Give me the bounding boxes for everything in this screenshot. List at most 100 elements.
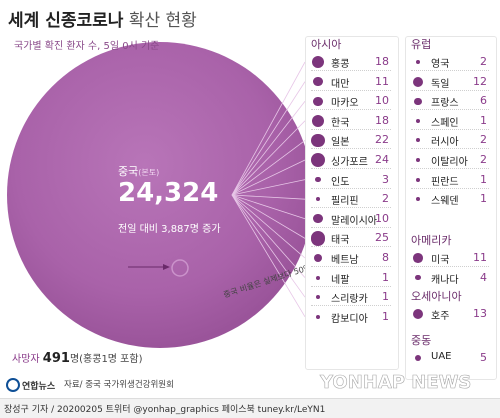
country-row-호주: 호주 13	[405, 306, 495, 322]
deaths-count: 491	[42, 351, 70, 366]
country-count: 12	[473, 74, 487, 88]
country-count: 11	[375, 74, 389, 88]
row-divider	[311, 70, 391, 71]
country-row-한국: 한국 18	[305, 113, 397, 130]
country-count: 1	[480, 172, 487, 186]
country-bubble	[415, 157, 421, 163]
country-bubble	[313, 76, 323, 87]
row-divider	[311, 148, 391, 150]
row-divider	[311, 285, 391, 287]
country-bubble	[416, 177, 420, 182]
country-row-일본: 일본 22	[305, 132, 397, 150]
country-bubble	[415, 274, 421, 281]
connector-line	[231, 159, 306, 196]
yonhap-logo: 연합뉴스	[6, 378, 55, 392]
region-title-오세아니아: 오세아니아	[411, 290, 462, 303]
country-count: 10	[375, 94, 389, 108]
country-bubble	[414, 97, 422, 105]
logo-text: 연합뉴스	[22, 382, 56, 392]
country-bubble	[412, 308, 424, 320]
connector-line	[231, 81, 306, 196]
country-bubble	[311, 114, 325, 127]
country-count: 24	[375, 153, 389, 166]
country-name: 말레이시아	[331, 215, 377, 227]
country-row-마카오: 마카오 10	[305, 93, 397, 111]
deaths-label: 사망자	[12, 354, 40, 365]
country-row-네팔: 네팔 1	[305, 270, 397, 287]
country-name: 프랑스	[431, 98, 459, 110]
row-divider	[411, 187, 489, 189]
country-row-스페인: 스페인 1	[405, 113, 495, 130]
title-main: 세계 신종코로나	[8, 11, 124, 31]
country-bubble	[313, 253, 323, 263]
country-row-홍콩: 홍콩 18	[305, 54, 397, 71]
country-bubble	[313, 214, 323, 224]
row-divider	[311, 89, 391, 91]
row-divider	[311, 207, 391, 209]
country-bubble	[413, 253, 423, 263]
country-name: 태국	[331, 235, 350, 247]
country-bubble	[315, 177, 321, 183]
country-row-독일: 독일 12	[405, 74, 495, 91]
row-divider	[311, 168, 391, 169]
connector-line	[231, 194, 306, 200]
country-count: 2	[480, 153, 487, 166]
country-bubble	[416, 197, 420, 202]
row-divider	[311, 128, 391, 130]
country-row-스웨덴: 스웨덴 1	[405, 191, 495, 207]
source-note: 자료/ 중국 국가위생건강위원회	[64, 380, 174, 390]
country-name: 한국	[331, 117, 350, 129]
country-bubble	[311, 55, 325, 69]
country-name: 이탈리아	[431, 157, 468, 168]
country-name: UAE	[431, 351, 452, 362]
country-name: 스페인	[431, 117, 459, 129]
connector-line	[231, 100, 306, 196]
china-label: 중국(본토)	[118, 163, 159, 179]
country-bubble	[416, 118, 420, 123]
country-row-말레이시아: 말레이시아 10	[305, 211, 397, 228]
virus-pointer-arrowhead	[163, 264, 170, 270]
country-count: 2	[382, 192, 389, 206]
country-name: 핀란드	[431, 176, 459, 188]
country-count: 18	[375, 55, 389, 68]
country-row-태국: 태국 25	[305, 230, 397, 248]
connector-line	[231, 194, 306, 278]
country-bubble	[313, 96, 323, 106]
country-name: 홍콩	[331, 59, 350, 70]
row-divider	[411, 70, 489, 71]
row-divider	[311, 266, 391, 267]
country-name: 필리핀	[331, 196, 359, 208]
connector-line	[231, 194, 306, 220]
row-divider	[411, 168, 489, 169]
connector-line	[231, 120, 306, 196]
country-bubble	[310, 152, 326, 168]
country-name: 영국	[431, 59, 450, 70]
country-row-캐나다: 캐나다 4	[405, 270, 495, 286]
country-name: 일본	[331, 137, 350, 149]
country-row-UAE: UAE 5	[405, 350, 495, 366]
deaths-line: 사망자 491명(홍콩1명 포함)	[12, 350, 142, 366]
country-card-1	[305, 36, 399, 370]
deaths-note: (홍콩1명 포함)	[79, 354, 143, 365]
china-increase: 전일 대비 3,887명 증가	[118, 224, 221, 235]
connector-line	[231, 140, 306, 196]
country-count: 13	[473, 307, 487, 320]
row-divider	[411, 266, 489, 267]
connector-line	[231, 194, 306, 259]
region-title-중동: 중동	[411, 334, 432, 347]
region-title-아시아: 아시아	[311, 38, 342, 51]
china-bubble	[7, 42, 313, 348]
country-count: 1	[382, 290, 389, 304]
row-divider	[411, 109, 489, 111]
title-sub: 확산 현황	[128, 11, 197, 31]
country-bubble	[315, 197, 321, 202]
country-name: 인도	[331, 176, 350, 188]
country-name: 마카오	[331, 98, 359, 110]
country-card-2	[405, 36, 497, 380]
country-row-필리핀: 필리핀 2	[305, 191, 397, 209]
watermark: YONHAP NEWS	[320, 372, 472, 394]
country-bubble	[415, 138, 421, 143]
subtitle: 국가별 확진 환자 수, 5일 0시 기준	[14, 41, 160, 52]
country-name: 캐나다	[431, 274, 459, 286]
